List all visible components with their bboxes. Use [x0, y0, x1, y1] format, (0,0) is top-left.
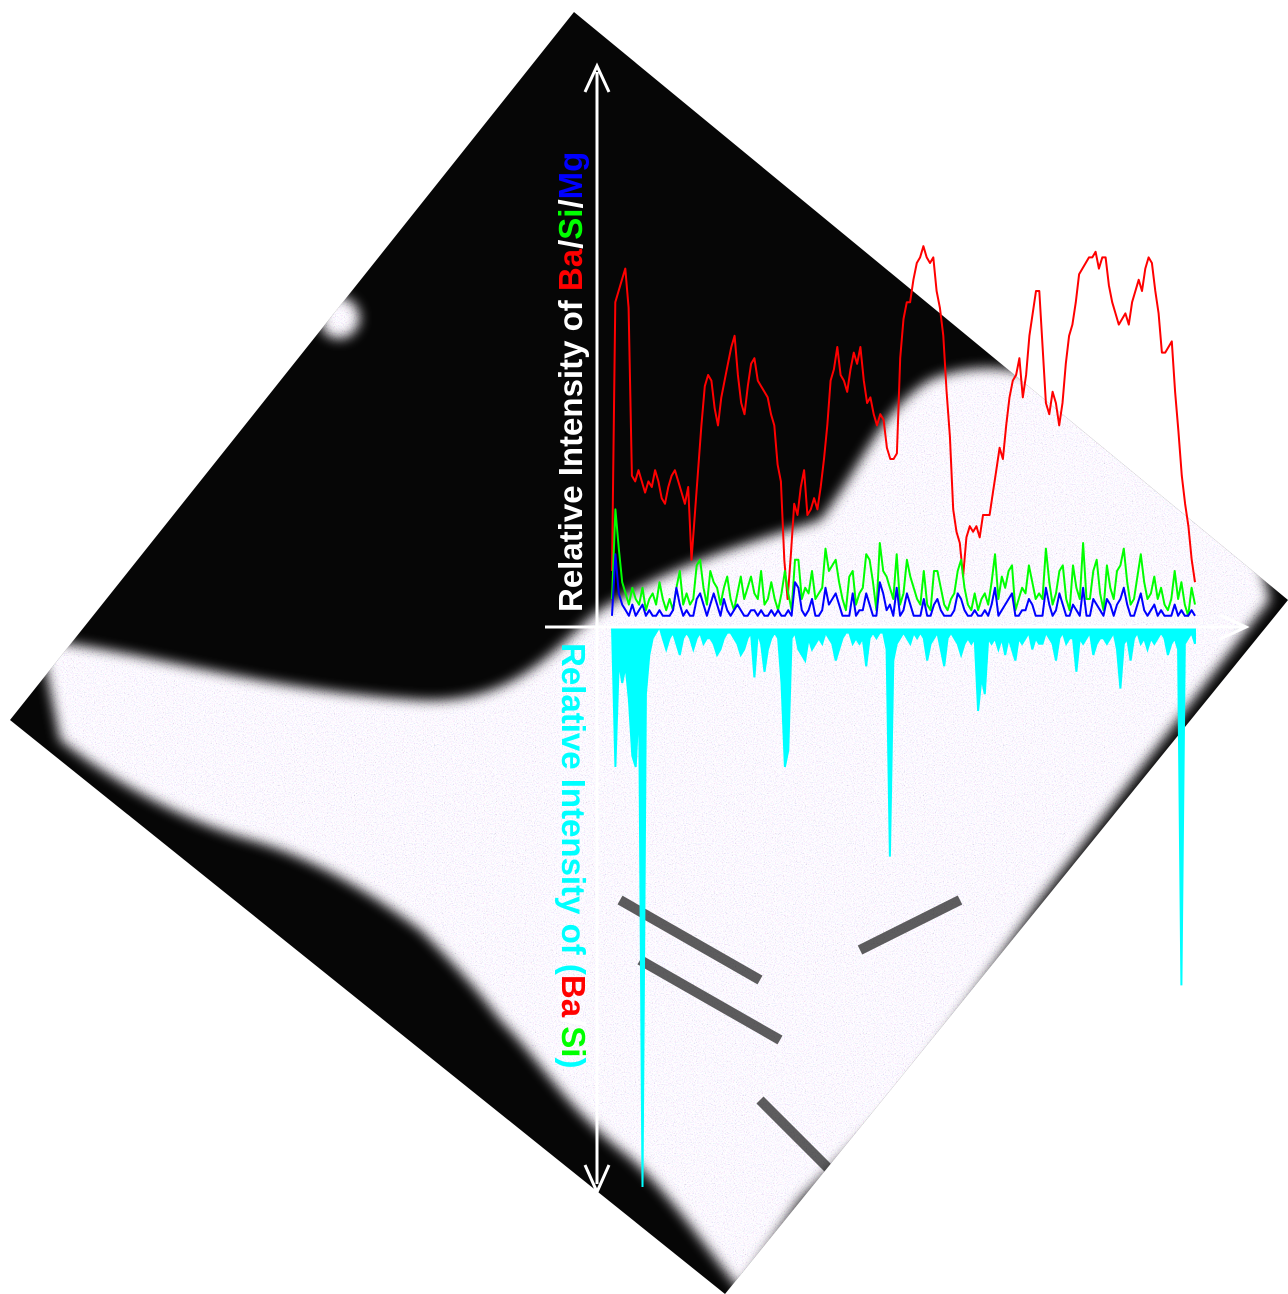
axis-title-part: Ba	[552, 248, 589, 291]
axis-title-part: Mg	[552, 152, 589, 200]
x-axis-arrow	[1219, 613, 1250, 641]
series-line-2	[611, 553, 1196, 617]
axis-title-prefix: Relative Intensity of	[552, 291, 589, 612]
axis-title-part: /	[555, 1017, 592, 1026]
axis-title-part: (	[555, 964, 592, 975]
series-line-1	[611, 508, 1196, 617]
y-axis-arrow-bottom	[583, 1164, 611, 1196]
axis-title-part: Si	[555, 1026, 592, 1057]
axis-title-part: Ba	[555, 975, 592, 1018]
axis-title-part: /	[552, 240, 589, 249]
axes	[545, 62, 1250, 1196]
axis-title-part: Si	[552, 209, 589, 240]
y-axis-lower-title: Relative Intensity of (Ba/Si)	[555, 643, 592, 1068]
axis-title-prefix: Relative Intensity of	[555, 643, 592, 964]
data-traces	[610, 245, 1196, 1188]
y-axis-upper-title: Relative Intensity of Ba/Si/Mg	[552, 152, 589, 612]
y-axis-arrow-top	[583, 62, 611, 93]
axis-title-part: )	[555, 1057, 592, 1068]
series-line-0	[611, 245, 1196, 600]
series-ratio-area	[610, 624, 1196, 1188]
axis-title-part: /	[552, 199, 589, 208]
